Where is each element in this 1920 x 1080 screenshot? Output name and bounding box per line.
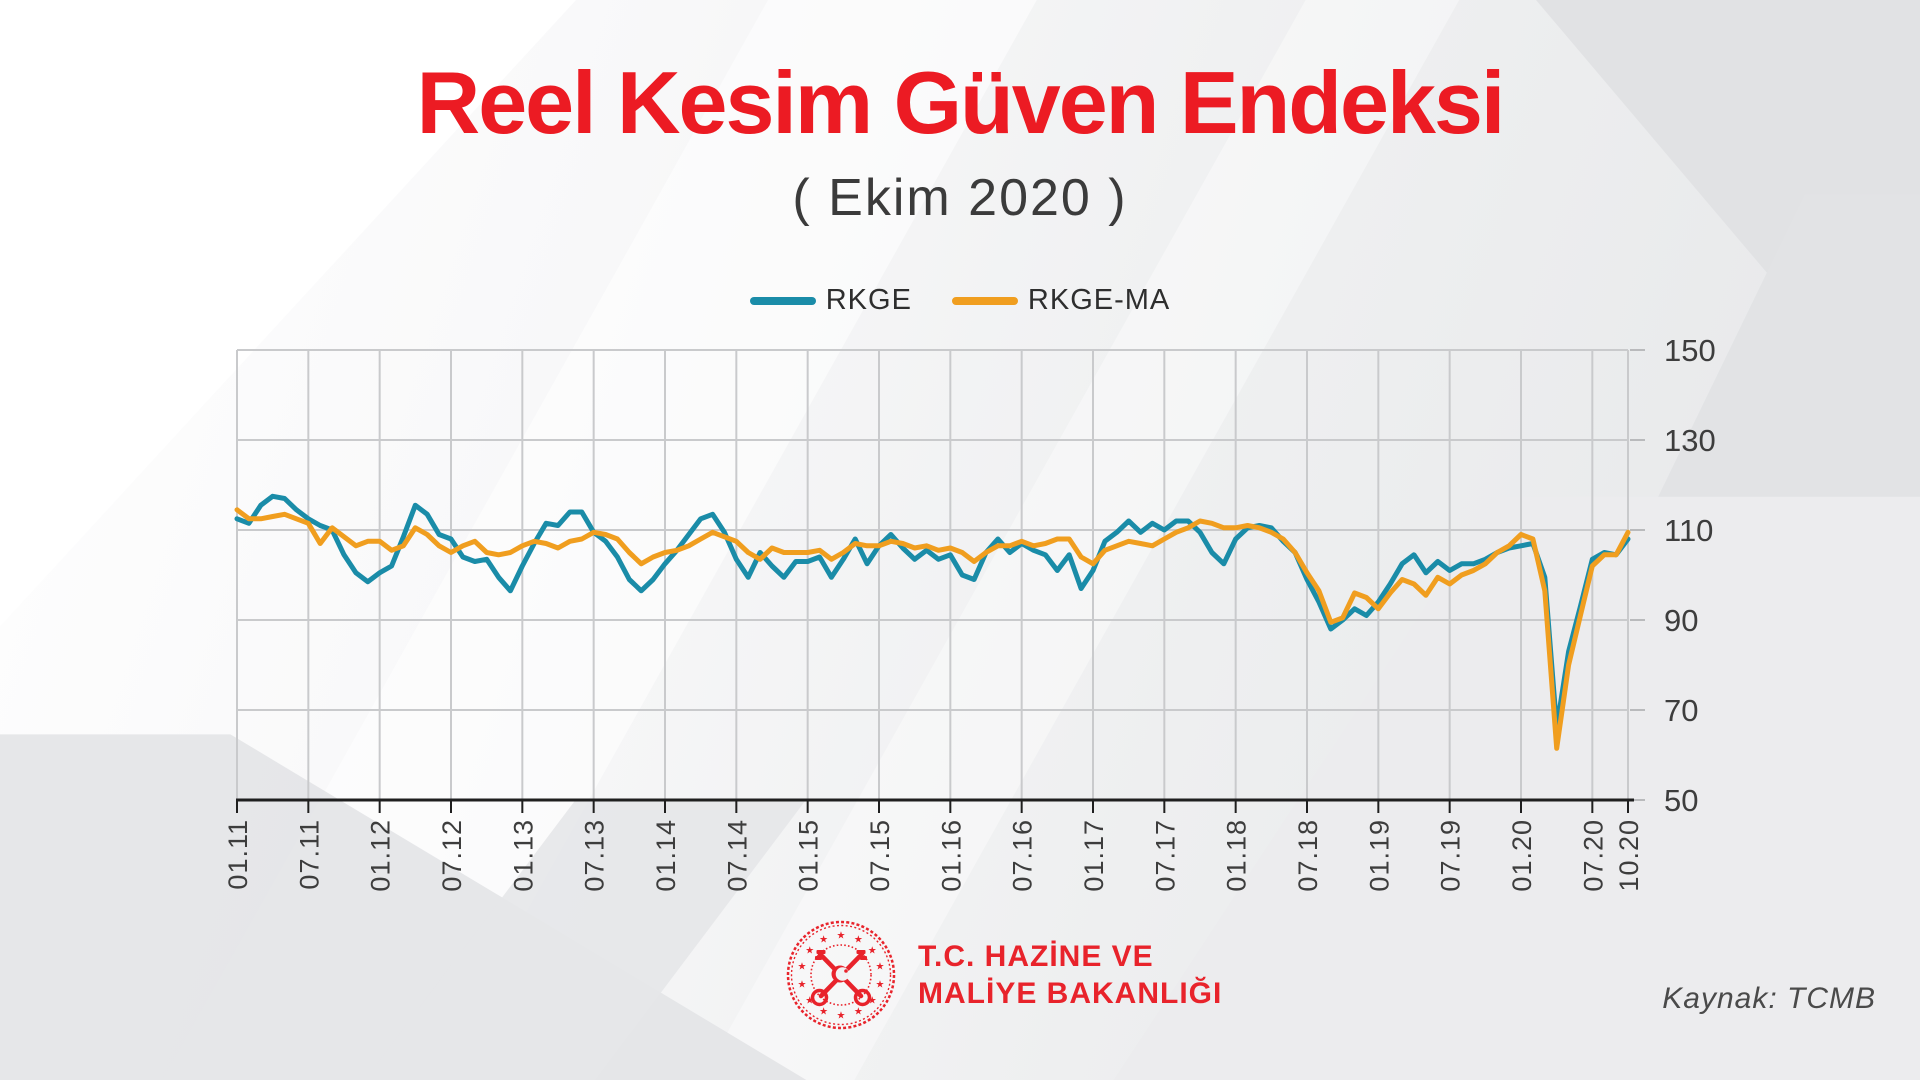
svg-text:★: ★ (798, 962, 807, 973)
svg-text:★: ★ (798, 979, 807, 990)
rkge-ma-line-swatch-icon (951, 296, 1018, 305)
svg-text:★: ★ (819, 1007, 828, 1018)
svg-text:07.18: 07.18 (1293, 819, 1323, 892)
svg-text:★: ★ (805, 995, 814, 1006)
confidence-index-line-chart: 01.11 07.11 01.12 07.12 01.13 07.13 01.14 07.14… (223, 333, 1716, 892)
svg-text:07.17: 07.17 (1150, 819, 1180, 892)
svg-text:01.12: 01.12 (366, 819, 396, 892)
legend-item-rkge: RKGE (749, 284, 912, 317)
ministry-name-line2: MALİYE BAKANLIĞI (918, 977, 1223, 1010)
svg-text:★: ★ (876, 962, 885, 973)
svg-text:01.19: 01.19 (1364, 819, 1394, 892)
svg-text:50: 50 (1664, 783, 1698, 818)
svg-text:07.20: 07.20 (1578, 819, 1608, 892)
source-credit: Kaynak: TCMB (1662, 982, 1876, 1015)
ministry-seal-logo-icon: ★ ★ ★ ★ ★ ★ ★ ★ ★ ★ ★ ★ ★ ★ (786, 920, 896, 1030)
legend-label: RKGE (825, 284, 912, 316)
svg-text:★: ★ (854, 934, 863, 945)
svg-text:07.11: 07.11 (294, 819, 324, 890)
svg-text:★: ★ (876, 979, 885, 990)
svg-text:★: ★ (805, 946, 814, 957)
header: Reel Kesim Güven Endeksi ( Ekim 2020 ) (0, 52, 1920, 228)
svg-text:110: 110 (1664, 513, 1713, 548)
svg-text:01.15: 01.15 (794, 819, 824, 892)
svg-text:07.19: 07.19 (1436, 819, 1466, 892)
svg-text:01.13: 01.13 (508, 819, 538, 892)
svg-text:★: ★ (868, 946, 877, 957)
svg-text:10.20: 10.20 (1614, 819, 1644, 892)
svg-text:★: ★ (819, 934, 828, 945)
legend-label: RKGE-MA (1027, 284, 1171, 316)
page-subtitle: ( Ekim 2020 ) (792, 169, 1128, 227)
svg-text:★: ★ (854, 1007, 863, 1018)
svg-text:07.16: 07.16 (1008, 819, 1038, 892)
svg-text:07.12: 07.12 (437, 819, 467, 892)
svg-text:07.14: 07.14 (722, 819, 752, 892)
svg-text:90: 90 (1664, 603, 1698, 638)
legend-item-rkge-ma: RKGE-MA (951, 284, 1171, 317)
ministry-brand: ★ ★ ★ ★ ★ ★ ★ ★ ★ ★ ★ ★ ★ ★ T.C. HAZİNE VE MALİYE BAK… (786, 920, 1222, 1030)
svg-text:70: 70 (1664, 693, 1698, 728)
page-title: Reel Kesim Güven Endeksi (416, 53, 1506, 152)
ministry-name: T.C. HAZİNE VE MALİYE BAKANLIĞI (918, 938, 1222, 1013)
svg-text:01.16: 01.16 (936, 819, 966, 892)
svg-text:01.11: 01.11 (223, 819, 253, 890)
svg-text:150: 150 (1664, 333, 1716, 368)
svg-text:07.15: 07.15 (865, 819, 895, 892)
chart-legend: RKGE RKGE-MA (0, 284, 1920, 317)
ministry-name-line1: T.C. HAZİNE VE (918, 939, 1154, 973)
svg-text:01.17: 01.17 (1079, 819, 1109, 892)
svg-text:★: ★ (837, 931, 846, 942)
svg-text:07.13: 07.13 (580, 819, 610, 892)
svg-text:01.18: 01.18 (1222, 819, 1252, 892)
svg-text:01.14: 01.14 (651, 819, 681, 892)
rkge-line-swatch-icon (749, 296, 816, 305)
svg-text:01.20: 01.20 (1507, 819, 1537, 892)
svg-text:★: ★ (868, 995, 877, 1006)
svg-text:130: 130 (1664, 423, 1716, 458)
svg-text:★: ★ (837, 1011, 846, 1022)
